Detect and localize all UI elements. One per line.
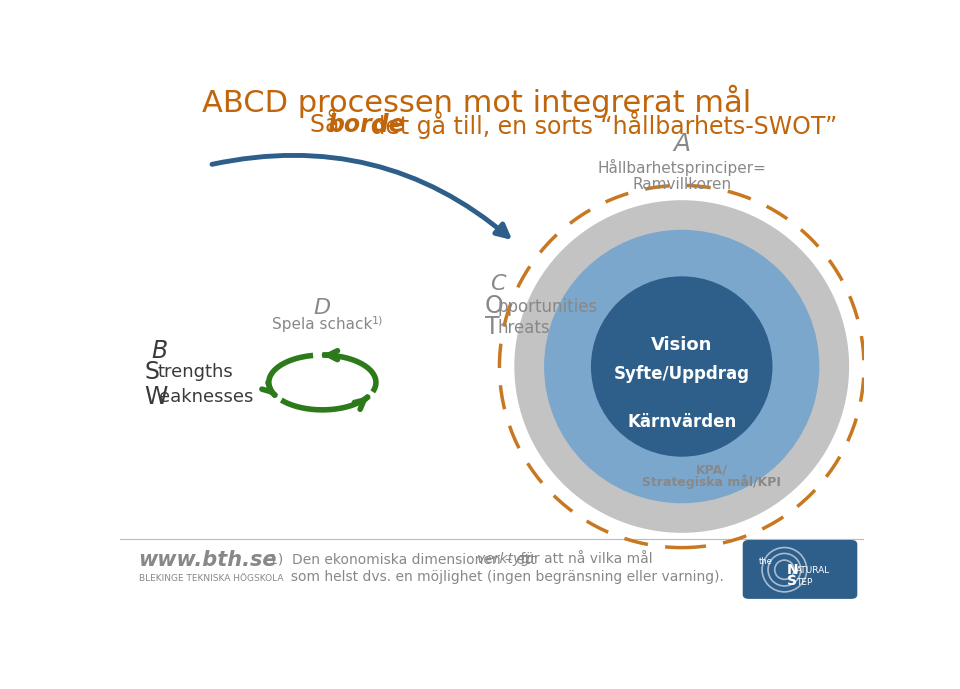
Text: A: A: [673, 132, 690, 156]
Text: S: S: [145, 360, 159, 384]
Ellipse shape: [544, 229, 820, 503]
Text: det gå till, en sorts “hållbarhets-SWOT”: det gå till, en sorts “hållbarhets-SWOT”: [363, 111, 837, 139]
Text: verktyg: verktyg: [477, 552, 530, 566]
Text: trengths: trengths: [158, 363, 233, 381]
Text: N: N: [786, 563, 799, 577]
Text: S: S: [786, 575, 797, 588]
Text: W: W: [145, 384, 168, 409]
Text: the: the: [759, 557, 773, 566]
Text: Så: Så: [310, 113, 347, 137]
Text: O: O: [485, 294, 503, 318]
Text: Vision: Vision: [651, 336, 712, 354]
Text: D: D: [314, 298, 331, 318]
Ellipse shape: [515, 200, 849, 533]
Text: borde: borde: [326, 113, 404, 137]
Text: Strategiska mål/KPI: Strategiska mål/KPI: [642, 475, 780, 489]
Text: 1): 1): [372, 316, 383, 325]
Text: Spela schack: Spela schack: [273, 316, 372, 331]
Text: Hållbarhetsprinciper=: Hållbarhetsprinciper=: [597, 159, 766, 176]
Text: Ramvillkoren: Ramvillkoren: [632, 177, 732, 192]
Text: pportunities: pportunities: [497, 298, 597, 316]
Text: ABCD processen mot integrerat mål: ABCD processen mot integrerat mål: [203, 85, 752, 118]
Text: C: C: [491, 274, 506, 294]
FancyBboxPatch shape: [743, 540, 857, 599]
Text: TEP: TEP: [796, 578, 813, 587]
Ellipse shape: [591, 276, 773, 457]
Text: hreats: hreats: [497, 319, 550, 337]
Text: Kärnvärden: Kärnvärden: [627, 413, 736, 431]
Text: www.bth.se: www.bth.se: [138, 550, 277, 570]
Text: T: T: [485, 315, 499, 339]
Text: som helst dvs. en möjlighet (ingen begränsning eller varning).: som helst dvs. en möjlighet (ingen begrä…: [269, 570, 724, 584]
Text: eaknesses: eaknesses: [159, 388, 253, 406]
Text: för att nå vilka mål: för att nå vilka mål: [516, 552, 653, 566]
Text: BLEKINGE TEKNISKA HÖGSKOLA: BLEKINGE TEKNISKA HÖGSKOLA: [138, 574, 283, 583]
Text: Syfte/Uppdrag: Syfte/Uppdrag: [613, 365, 750, 384]
Text: ATURAL: ATURAL: [796, 566, 829, 575]
Text: B: B: [152, 338, 167, 362]
Text: 1)  Den ekonomiska dimensionen – ett: 1) Den ekonomiska dimensionen – ett: [269, 552, 540, 566]
Text: KPA/: KPA/: [696, 464, 728, 477]
